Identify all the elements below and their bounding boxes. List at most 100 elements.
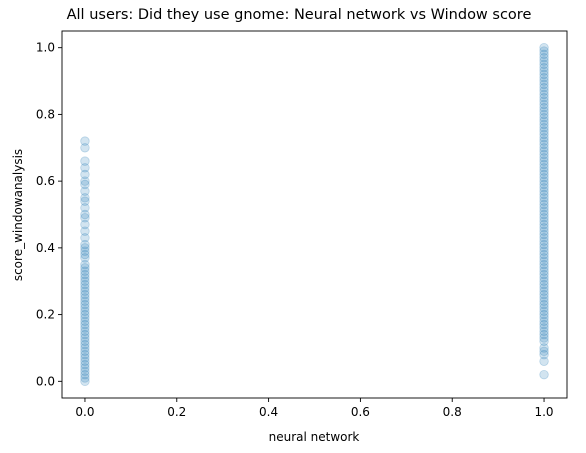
x-axis-ticks: 0.0 0.2 0.4 0.6 0.8 1.0 xyxy=(75,398,554,419)
data-point xyxy=(539,86,549,96)
data-point xyxy=(539,336,549,346)
data-point xyxy=(539,206,549,216)
data-point xyxy=(539,173,549,183)
data-point xyxy=(539,343,549,353)
y-tick-label: 0.4 xyxy=(36,241,55,255)
data-point xyxy=(80,323,90,333)
data-point xyxy=(539,229,549,240)
data-point xyxy=(80,143,90,153)
data-point xyxy=(539,156,549,166)
data-point xyxy=(539,59,549,70)
y-tick-label: 0.6 xyxy=(36,174,55,188)
data-point xyxy=(539,166,549,176)
data-point xyxy=(80,249,90,260)
data-point xyxy=(80,373,90,383)
data-point xyxy=(539,286,549,296)
data-point xyxy=(539,113,549,123)
data-point xyxy=(539,349,549,360)
data-point xyxy=(539,149,549,160)
data-point xyxy=(539,303,549,313)
data-point xyxy=(80,269,90,280)
data-point xyxy=(80,169,90,180)
data-point xyxy=(80,239,90,250)
data-point xyxy=(539,66,549,76)
data-point xyxy=(80,203,90,213)
data-point xyxy=(80,213,90,223)
data-point xyxy=(539,153,549,163)
data-point xyxy=(539,316,549,326)
data-point xyxy=(539,76,549,86)
data-point xyxy=(80,273,90,283)
data-point xyxy=(539,313,549,323)
data-point xyxy=(80,226,90,236)
data-point xyxy=(539,329,549,340)
data-point xyxy=(539,79,549,90)
data-point xyxy=(539,309,549,320)
data-point xyxy=(80,283,90,293)
data-point xyxy=(80,253,90,263)
data-point xyxy=(80,343,90,353)
data-point xyxy=(80,243,90,253)
data-point xyxy=(539,189,549,200)
data-point xyxy=(80,359,90,370)
y-tick-label: 0.2 xyxy=(36,308,55,322)
data-point xyxy=(539,46,549,56)
data-point xyxy=(80,349,90,360)
data-point xyxy=(539,243,549,253)
y-tick-label: 1.0 xyxy=(36,41,55,55)
data-point xyxy=(80,289,90,300)
x-tick-label: 1.0 xyxy=(534,405,553,419)
data-point xyxy=(539,276,549,286)
data-point xyxy=(539,346,549,356)
data-point xyxy=(80,376,90,387)
x-tick-label: 0.8 xyxy=(443,405,462,419)
data-point xyxy=(539,163,549,173)
data-point xyxy=(539,103,549,113)
data-point xyxy=(80,363,90,373)
data-point xyxy=(539,126,549,136)
data-point xyxy=(80,266,90,276)
data-point xyxy=(539,56,549,66)
data-point xyxy=(80,366,90,377)
data-point xyxy=(539,143,549,153)
data-point xyxy=(80,279,90,290)
data-point xyxy=(80,299,90,310)
data-point xyxy=(539,333,549,343)
data-point xyxy=(80,286,90,296)
data-point xyxy=(539,42,549,53)
data-point xyxy=(539,186,549,196)
data-point xyxy=(80,263,90,273)
data-point xyxy=(539,199,549,210)
y-tick-label: 0.8 xyxy=(36,107,55,121)
data-point xyxy=(539,136,549,146)
data-point xyxy=(539,183,549,193)
y-tick-label: 0.0 xyxy=(36,374,55,388)
data-point xyxy=(80,276,90,286)
data-point xyxy=(80,296,90,306)
data-point xyxy=(539,223,549,233)
data-point xyxy=(539,253,549,263)
data-point xyxy=(539,273,549,283)
data-point xyxy=(539,326,549,336)
data-point xyxy=(539,269,549,280)
data-point xyxy=(80,346,90,356)
data-point xyxy=(80,209,90,220)
axes-frame xyxy=(61,30,568,399)
data-point xyxy=(80,156,90,166)
y-axis-label: score_windowanalysis xyxy=(11,149,25,281)
data-point xyxy=(80,336,90,346)
data-point xyxy=(539,133,549,143)
data-point xyxy=(80,316,90,326)
data-point xyxy=(539,62,549,73)
data-point xyxy=(539,123,549,133)
points-layer xyxy=(80,42,549,387)
x-tick-label: 0.0 xyxy=(75,405,94,419)
data-point xyxy=(80,356,90,367)
data-point xyxy=(539,139,549,150)
data-point xyxy=(539,179,549,190)
data-point xyxy=(539,246,549,256)
data-point xyxy=(539,293,549,303)
data-point xyxy=(539,226,549,236)
chart-title: All users: Did they use gnome: Neural ne… xyxy=(67,7,532,23)
data-point xyxy=(80,303,90,313)
